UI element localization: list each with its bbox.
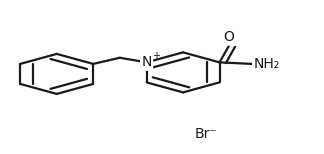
Text: O: O (223, 30, 234, 45)
Text: NH₂: NH₂ (253, 57, 280, 71)
Text: +: + (152, 51, 160, 61)
Text: N: N (141, 55, 152, 69)
Text: Br⁻: Br⁻ (194, 127, 217, 141)
